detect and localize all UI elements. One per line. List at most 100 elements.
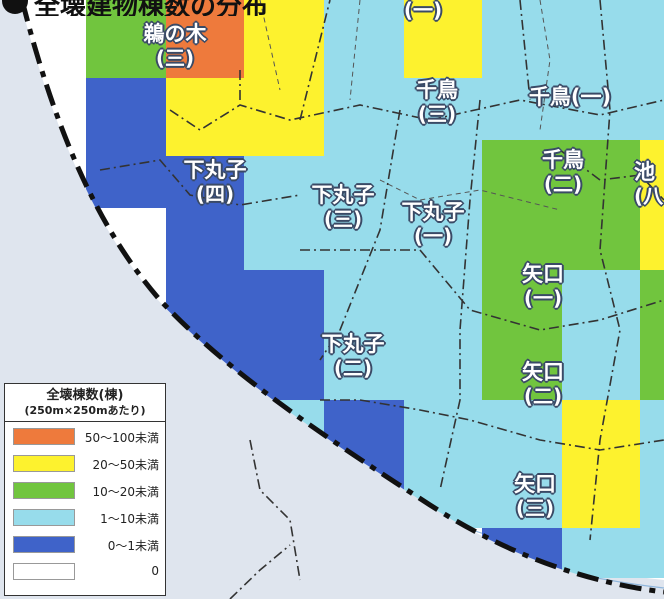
place-label-shimomaruko-1: 下丸子 (一) <box>388 200 478 248</box>
legend-swatch <box>13 563 75 580</box>
place-label-yaguchi-3: 矢口 (三) <box>500 472 570 520</box>
street-line <box>259 0 551 131</box>
place-number: (一) <box>523 286 563 310</box>
grid-cell-yellow <box>244 0 324 78</box>
place-name: 池 <box>634 160 655 184</box>
place-label-chidori-1: 千鳥(一) <box>520 85 620 109</box>
legend-swatch <box>13 536 75 553</box>
map-title: 全壊建物棟数の分布 <box>34 0 269 16</box>
legend-label: 0 <box>151 564 159 578</box>
place-label-yaguchi-1: 矢口 (一) <box>508 262 578 310</box>
legend-row: 10〜20未満 <box>5 476 165 503</box>
place-number: (二) <box>523 384 563 408</box>
grid-cell-lightblue <box>404 156 482 270</box>
grid-cell-lightblue <box>482 500 562 528</box>
place-number: (三) <box>155 46 195 70</box>
grid-cell-lightblue <box>244 156 324 270</box>
legend-swatch <box>13 428 75 445</box>
town-boundary <box>300 249 664 331</box>
ward-boundary <box>19 0 664 595</box>
place-name: 下丸子 <box>401 200 465 224</box>
place-name: 鵜の木 <box>143 22 207 46</box>
legend-label: 50〜100未満 <box>84 431 159 445</box>
grid-cell-lightblue <box>562 270 640 400</box>
place-number: (三) <box>417 102 457 126</box>
town-boundary <box>249 439 301 581</box>
place-name: 下丸子 <box>311 183 375 207</box>
legend-label: 20〜50未満 <box>92 458 159 472</box>
grid-cell-green <box>482 270 562 400</box>
town-boundary <box>239 0 331 121</box>
town-boundary <box>169 99 664 131</box>
town-boundary <box>319 109 401 361</box>
place-name: 千鳥 <box>416 78 458 102</box>
grid-cell-blue <box>86 156 166 208</box>
legend-swatch <box>13 455 75 472</box>
place-name: 矢口 <box>514 472 556 496</box>
place-label-shimomaruko-2: 下丸子 (二) <box>308 332 398 380</box>
place-label-yaguchi-2: 矢口 (二) <box>508 360 578 408</box>
grid-cell-green <box>86 0 166 78</box>
place-number: (二) <box>333 356 373 380</box>
place-number: (四) <box>195 182 235 206</box>
grid-cell-blue <box>166 156 244 270</box>
place-label-ike: 池 (八 <box>634 160 664 208</box>
legend-row: 1〜10未満 <box>5 503 165 530</box>
place-name: 矢口 <box>522 360 564 384</box>
place-label-top-1: (一) <box>398 0 448 22</box>
grid-cell-orange <box>166 0 244 78</box>
place-number: (三) <box>323 207 363 231</box>
place-number: (八 <box>634 184 664 208</box>
place-number: (一) <box>403 0 443 22</box>
legend-row: 0 <box>5 557 165 584</box>
header-bullet-icon <box>2 0 28 14</box>
place-label-unoki-3: 鵜の木 (三) <box>130 22 220 70</box>
legend-row: 0〜1未満 <box>5 530 165 557</box>
legend-label: 10〜20未満 <box>92 485 159 499</box>
grid-cell-lightblue <box>324 0 404 78</box>
town-boundary <box>99 159 301 206</box>
grid-cell-green <box>640 270 664 400</box>
street-line <box>379 179 561 211</box>
legend-swatch <box>13 482 75 499</box>
grid-cell-blue <box>244 270 324 400</box>
grid-cell-lightblue <box>562 528 664 578</box>
legend-row: 50〜100未満 <box>5 422 165 449</box>
town-boundary <box>229 544 291 599</box>
grid-cell-lightblue <box>404 270 482 400</box>
grid-cell-yellow <box>640 140 664 270</box>
map-legend: 全壊棟数(棟) (250m×250mあたり) 50〜100未満 20〜50未満 … <box>4 383 166 596</box>
town-boundary <box>320 399 664 451</box>
grid-cell-green <box>482 140 640 270</box>
grid-cell-lightblue <box>324 78 404 156</box>
place-label-shimomaruko-4: 下丸子 (四) <box>170 158 260 206</box>
town-boundary <box>439 99 481 491</box>
grid-cell-yellow <box>404 0 482 78</box>
grid-cell-lightblue <box>482 400 562 500</box>
legend-subtitle: (250m×250mあたり) <box>5 404 165 422</box>
map-header: 全壊建物棟数の分布 <box>0 0 664 16</box>
grid-cell-lightblue <box>404 400 482 500</box>
legend-title: 全壊棟数(棟) <box>46 388 124 403</box>
grid-cell-yellow <box>244 78 324 156</box>
place-number: (一) <box>413 224 453 248</box>
grid-cell-lightblue <box>640 400 664 528</box>
town-boundary <box>519 0 621 541</box>
boundary-lines <box>19 0 664 599</box>
place-name: 下丸子 <box>321 332 385 356</box>
place-name: 矢口 <box>522 262 564 286</box>
place-name: 千鳥(一) <box>528 85 612 109</box>
grid-cell-lightblue <box>324 156 404 270</box>
legend-row: 20〜50未満 <box>5 449 165 476</box>
place-number: (三) <box>515 496 555 520</box>
grid-cell-yellow <box>166 78 244 156</box>
place-label-shimomaruko-3: 下丸子 (三) <box>298 183 388 231</box>
place-label-chidori-2: 千鳥 (二) <box>528 148 598 196</box>
legend-swatch <box>13 509 75 526</box>
place-name: 千鳥 <box>542 148 584 172</box>
legend-label: 0〜1未満 <box>107 539 159 553</box>
place-number: (二) <box>543 172 583 196</box>
legend-label: 1〜10未満 <box>100 512 159 526</box>
